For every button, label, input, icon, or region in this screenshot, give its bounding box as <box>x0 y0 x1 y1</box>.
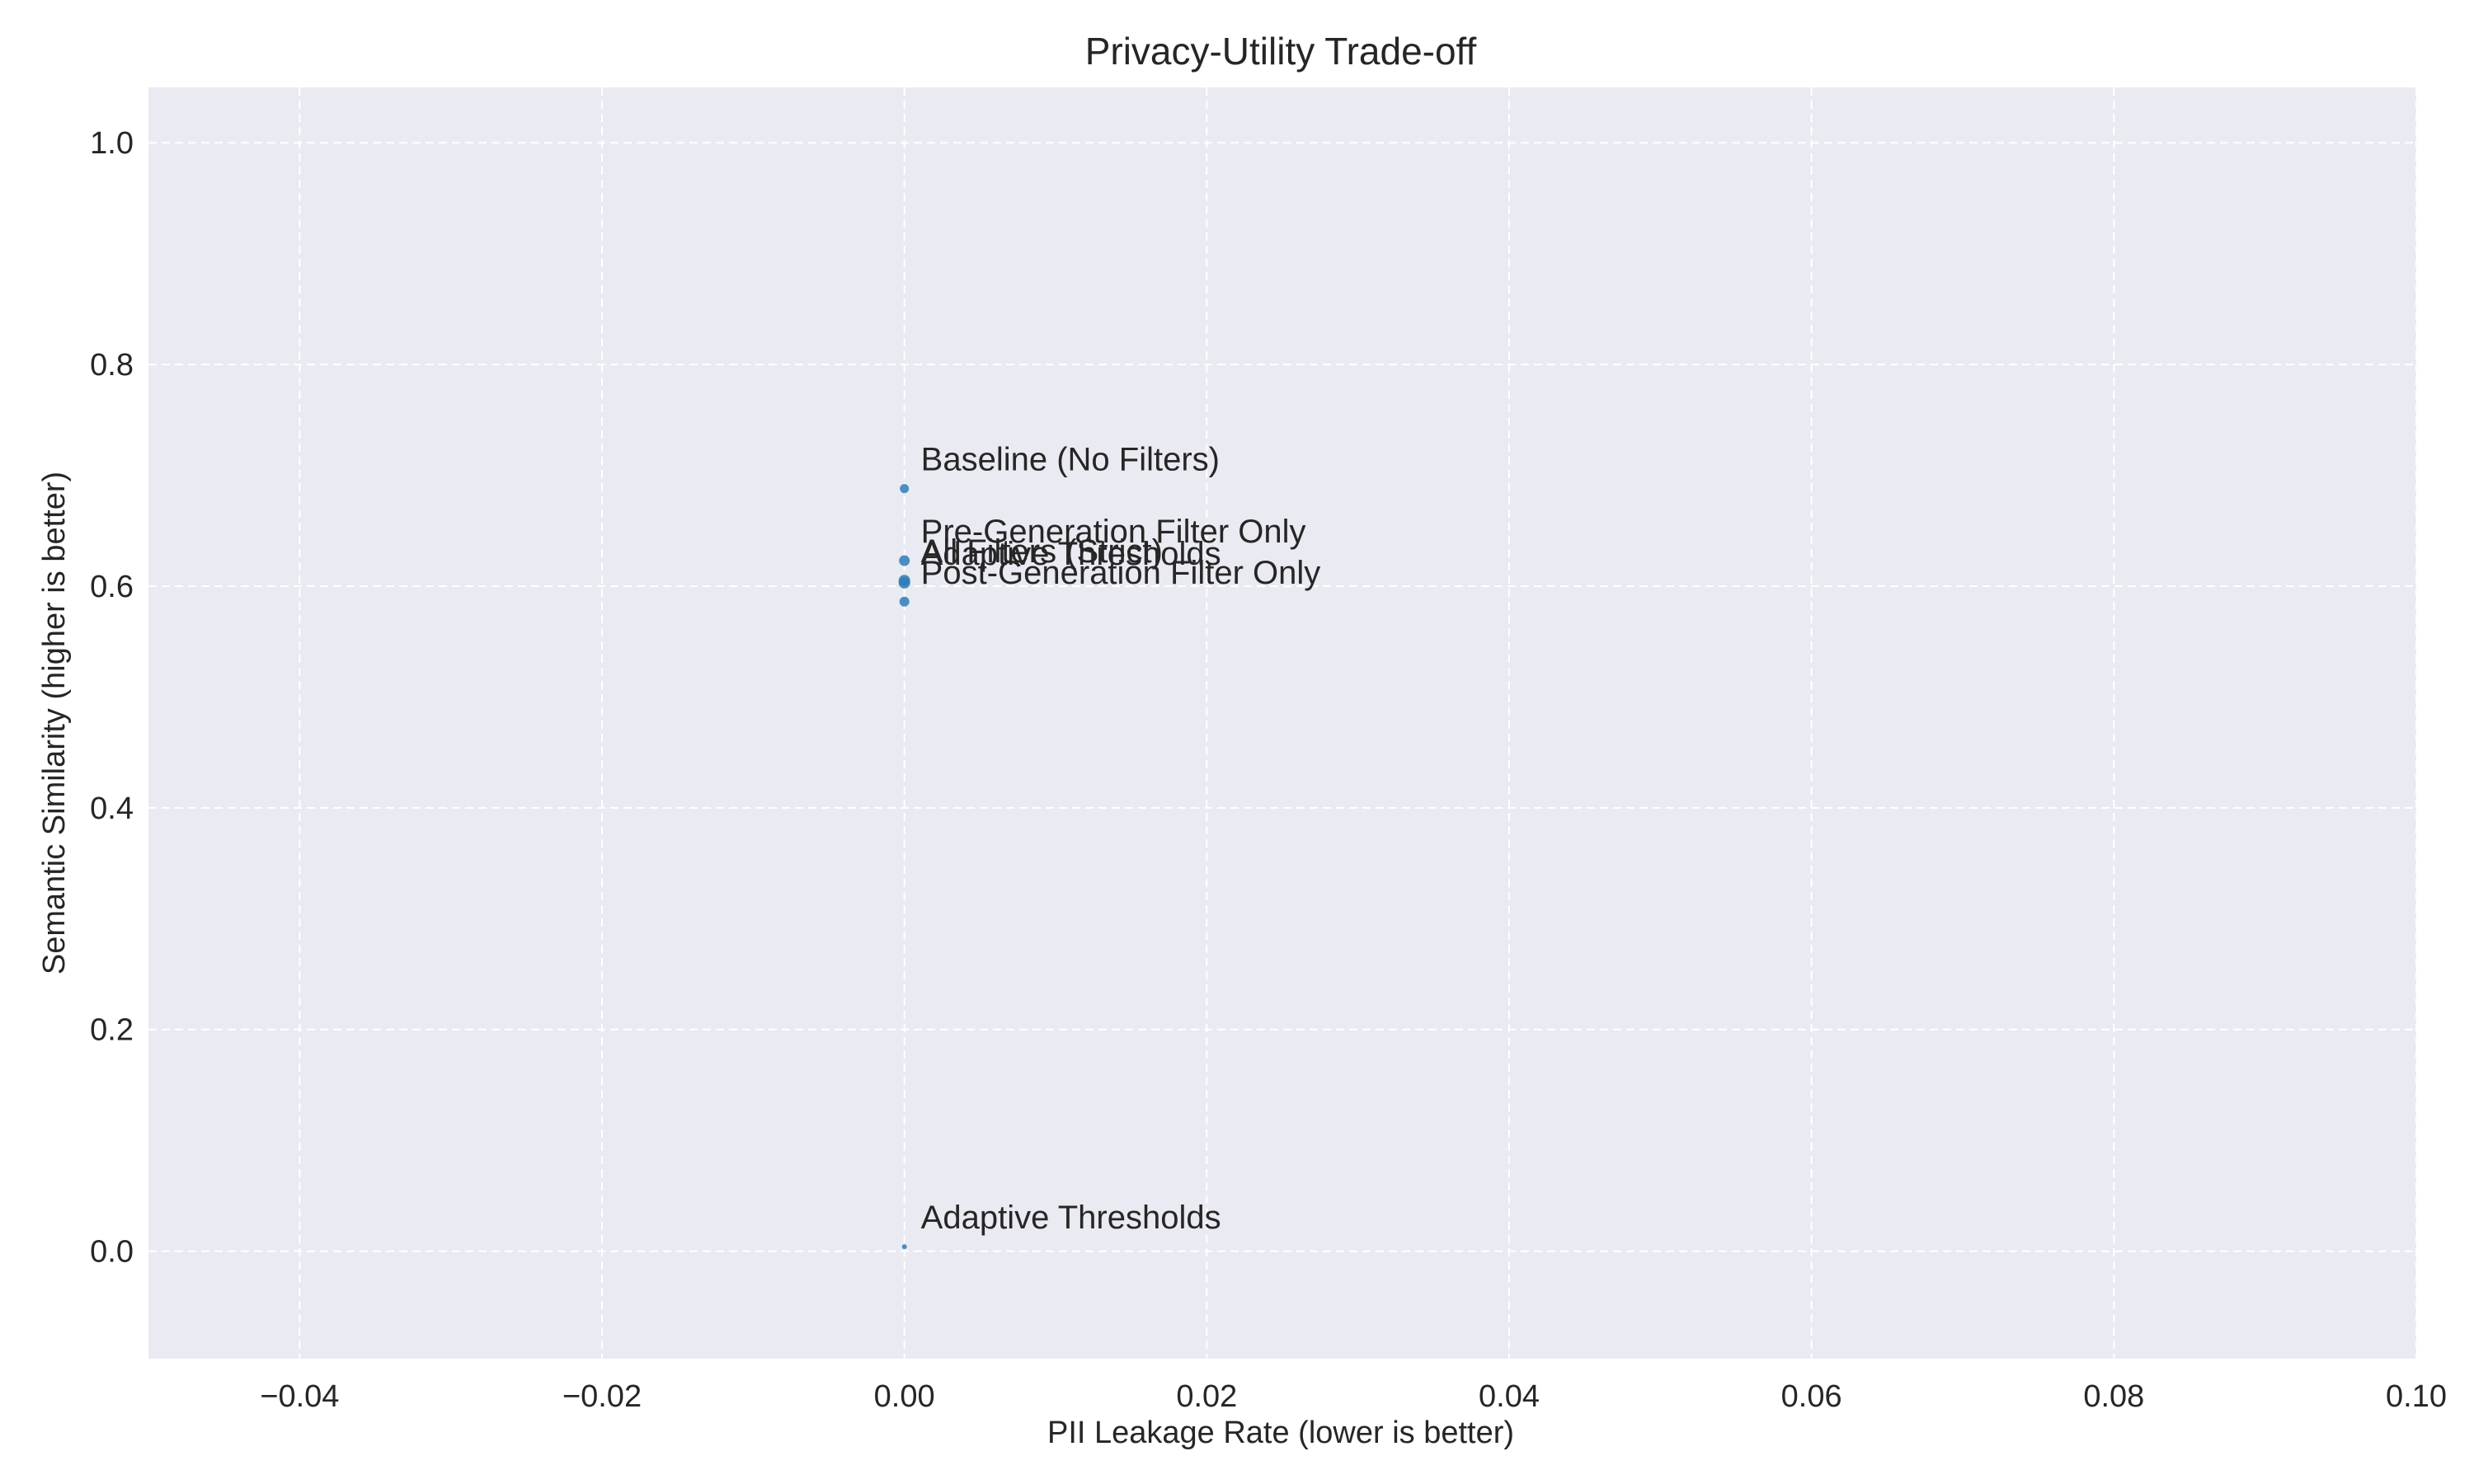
y-tick-label: 0.4 <box>90 791 134 826</box>
scatter-point <box>899 555 910 566</box>
scatter-point <box>900 484 910 494</box>
data-points <box>898 484 910 1250</box>
point-annotation: Post-Generation Filter Only <box>921 555 1321 591</box>
y-tick-label: 0.6 <box>90 570 134 604</box>
grid-lines <box>148 87 2417 1359</box>
x-tick-label: 0.02 <box>1176 1379 1237 1414</box>
x-tick-label: 0.00 <box>874 1379 935 1414</box>
y-tick-label: 0.0 <box>90 1235 134 1270</box>
x-tick-label: −0.04 <box>260 1379 339 1414</box>
plot-background <box>148 87 2416 1359</box>
point-annotation: Adaptive Thresholds <box>921 1200 1221 1236</box>
y-axis-ticks: 0.0 0.2 0.4 0.6 0.8 1.0 <box>90 126 134 1269</box>
point-annotations: Baseline (No Filters) Pre-Generation Filt… <box>921 442 1321 1237</box>
plot-area <box>148 87 2416 1359</box>
x-tick-label: 0.10 <box>2386 1379 2447 1414</box>
x-axis-label: PII Leakage Rate (lower is better) <box>1047 1416 1514 1450</box>
point-annotation: Pre-Generation Filter Only <box>921 514 1306 550</box>
y-axis-label: Semantic Similarity (higher is better) <box>37 472 72 974</box>
x-tick-label: 0.08 <box>2083 1379 2144 1414</box>
x-tick-label: −0.02 <box>562 1379 642 1414</box>
x-axis-ticks: −0.04 −0.02 0.00 0.02 0.04 0.06 0.08 0.10 <box>260 1379 2447 1414</box>
y-tick-label: 0.2 <box>90 1013 134 1048</box>
scatter-point <box>899 596 910 607</box>
chart-title: Privacy-Utility Trade-off <box>1085 30 1477 73</box>
x-tick-label: 0.04 <box>1479 1379 1540 1414</box>
x-tick-label: 0.06 <box>1781 1379 1842 1414</box>
scatter-point <box>901 1244 907 1250</box>
y-tick-label: 0.8 <box>90 348 134 383</box>
y-tick-label: 1.0 <box>90 126 134 161</box>
point-annotation: All Filters (Strict) <box>921 533 1163 570</box>
point-annotation: Baseline (No Filters) <box>921 442 1220 478</box>
scatter-point <box>898 576 910 589</box>
point-annotation: Adaptive Thresholds <box>921 536 1221 572</box>
